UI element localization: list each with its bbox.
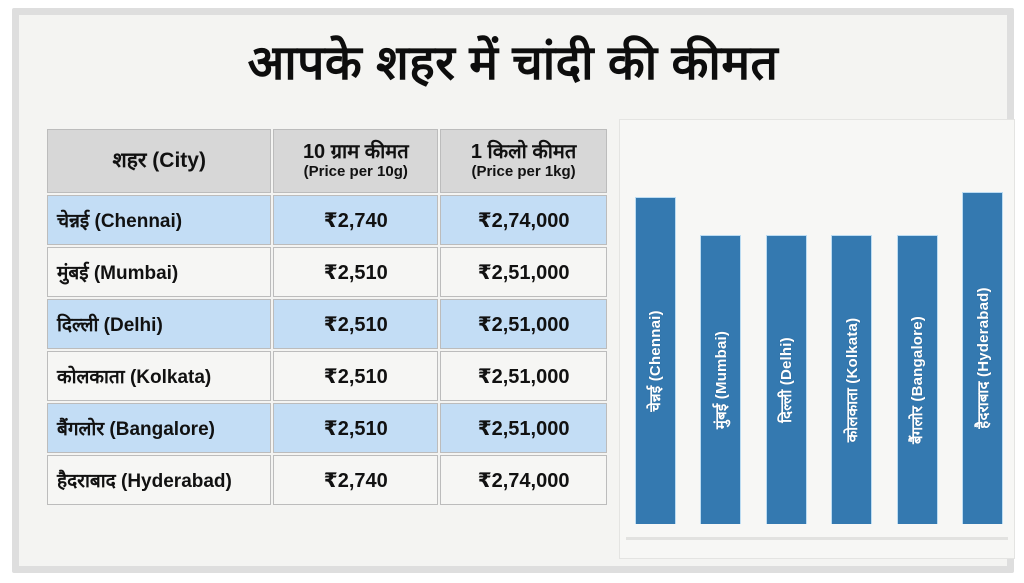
bar-slot: चेन्नई (Chennai)	[634, 178, 676, 524]
cell-city: दिल्ली (Delhi)	[47, 299, 272, 349]
bar-hyderabad: हैदराबाद (Hyderabad)	[962, 191, 1004, 524]
table-row: कोलकाता (Kolkata) ₹2,510 ₹2,51,000	[47, 351, 607, 401]
cell-city: मुंबई (Mumbai)	[47, 247, 272, 297]
cell-price-10g: ₹2,740	[273, 455, 439, 505]
cell-price-1kg: ₹2,51,000	[440, 247, 607, 297]
table-header: शहर (City) 10 ग्राम कीमत (Price per 10g)…	[47, 129, 607, 193]
bar-label-kolkata: कोलकाता (Kolkata)	[843, 317, 861, 443]
cell-price-10g: ₹2,510	[273, 299, 439, 349]
cell-price-10g: ₹2,740	[273, 195, 439, 245]
cell-price-1kg: ₹2,51,000	[440, 351, 607, 401]
table-row: चेन्नई (Chennai) ₹2,740 ₹2,74,000	[47, 195, 607, 245]
cell-price-1kg: ₹2,74,000	[440, 195, 607, 245]
column-header-city-line1: शहर (City)	[112, 149, 206, 173]
cell-price-1kg: ₹2,51,000	[440, 403, 607, 453]
bar-label-mumbai: मुंबई (Mumbai)	[712, 330, 730, 430]
table-row: बैंगलोर (Bangalore) ₹2,510 ₹2,51,000	[47, 403, 607, 453]
column-header-price-10g-line2: (Price per 10g)	[303, 162, 408, 180]
bar-chart-panel: चेन्नई (Chennai) मुंबई (Mumbai) दिल्ली (…	[619, 119, 1015, 559]
table-row: दिल्ली (Delhi) ₹2,510 ₹2,51,000	[47, 299, 607, 349]
table-row: मुंबई (Mumbai) ₹2,510 ₹2,51,000	[47, 247, 607, 297]
bar-slot: हैदराबाद (Hyderabad)	[962, 178, 1004, 524]
chart-bars-container: चेन्नई (Chennai) मुंबई (Mumbai) दिल्ली (…	[634, 178, 1004, 524]
column-header-price-1kg-line1: 1 किलो कीमत	[470, 141, 577, 164]
column-header-price-1kg-line2: (Price per 1kg)	[471, 162, 576, 180]
bar-mumbai: मुंबई (Mumbai)	[700, 235, 742, 524]
bar-slot: दिल्ली (Delhi)	[765, 178, 807, 524]
cell-price-10g: ₹2,510	[273, 403, 439, 453]
content-frame: आपके शहर में चांदी की कीमत शहर (City) 10…	[12, 8, 1015, 573]
bar-slot: बैंगलोर (Bangalore)	[896, 178, 938, 524]
cell-city: चेन्नई (Chennai)	[47, 195, 272, 245]
cell-price-1kg: ₹2,74,000	[440, 455, 607, 505]
bar-kolkata: कोलकाता (Kolkata)	[831, 235, 873, 524]
bar-bangalore: बैंगलोर (Bangalore)	[896, 235, 938, 524]
bar-label-bangalore: बैंगलोर (Bangalore)	[909, 316, 927, 445]
cell-price-10g: ₹2,510	[273, 351, 439, 401]
cell-city: हैदराबाद (Hyderabad)	[47, 455, 272, 505]
bar-delhi: दिल्ली (Delhi)	[765, 235, 807, 524]
bar-label-delhi: दिल्ली (Delhi)	[778, 337, 796, 423]
bar-label-chennai: चेन्नई (Chennai)	[647, 310, 664, 412]
column-header-price-10g-line1: 10 ग्राम कीमत	[302, 141, 409, 164]
bar-label-hyderabad: हैदराबाद (Hyderabad)	[974, 287, 992, 430]
column-header-price-10g: 10 ग्राम कीमत (Price per 10g)	[273, 129, 439, 193]
column-header-price-1kg: 1 किलो कीमत (Price per 1kg)	[440, 129, 607, 193]
table-header-row: शहर (City) 10 ग्राम कीमत (Price per 10g)…	[47, 129, 607, 193]
bar-slot: कोलकाता (Kolkata)	[831, 178, 873, 524]
bar-slot: मुंबई (Mumbai)	[700, 178, 742, 524]
chart-baseline	[626, 537, 1008, 540]
table-body: चेन्नई (Chennai) ₹2,740 ₹2,74,000 मुंबई …	[47, 195, 607, 505]
page-title: आपके शहर में चांदी की कीमत	[247, 37, 779, 90]
cell-price-1kg: ₹2,51,000	[440, 299, 607, 349]
table-row: हैदराबाद (Hyderabad) ₹2,740 ₹2,74,000	[47, 455, 607, 505]
cell-city: कोलकाता (Kolkata)	[47, 351, 272, 401]
column-header-city: शहर (City)	[47, 129, 272, 193]
silver-price-table: शहर (City) 10 ग्राम कीमत (Price per 10g)…	[45, 127, 609, 507]
cell-city: बैंगलोर (Bangalore)	[47, 403, 272, 453]
bar-chennai: चेन्नई (Chennai)	[634, 197, 676, 524]
cell-price-10g: ₹2,510	[273, 247, 439, 297]
